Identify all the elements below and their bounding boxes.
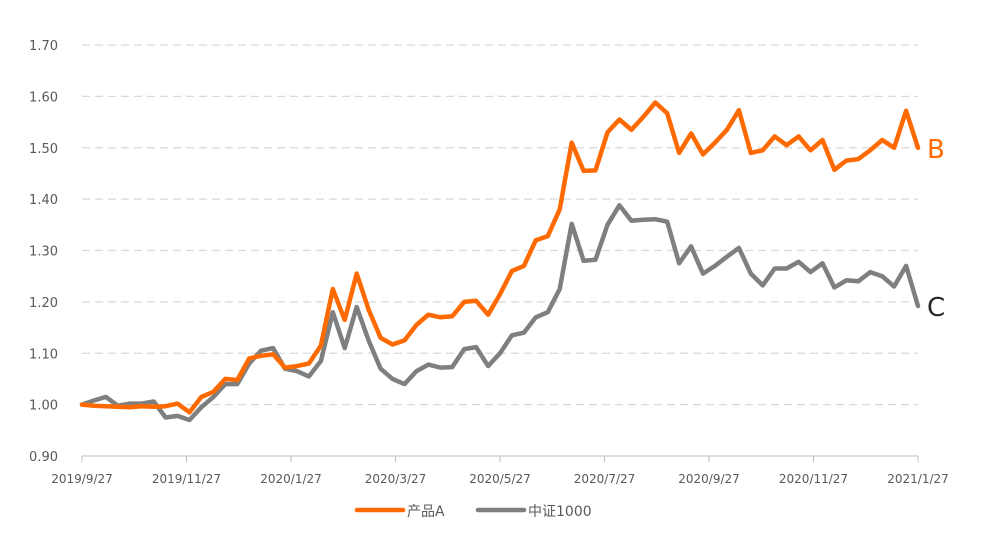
x-tick-label: 2021/1/27 xyxy=(887,472,949,486)
x-tick-label: 2020/5/27 xyxy=(469,472,531,486)
x-tick-label: 2020/7/27 xyxy=(574,472,636,486)
y-tick-label: 1.00 xyxy=(29,399,58,414)
y-tick-label: 1.40 xyxy=(29,193,58,208)
x-tick-label: 2020/1/27 xyxy=(260,472,322,486)
x-tick-label: 2019/9/27 xyxy=(51,472,113,486)
series-end-label: B xyxy=(927,135,945,165)
series-line xyxy=(79,100,921,415)
labels: 0.90 1.00 1.10 1.20 1.30 1.40 1.50 1.60 1.70 2019… xyxy=(29,39,949,486)
series-lines xyxy=(79,100,921,423)
y-tick-label: 1.70 xyxy=(29,39,58,54)
y-tick-label: 1.10 xyxy=(29,347,58,362)
x-tick-label: 2020/11/27 xyxy=(779,472,848,486)
x-tick-label: 2019/11/27 xyxy=(152,472,221,486)
axes xyxy=(81,455,919,462)
y-tick-label: 1.20 xyxy=(29,296,58,311)
legend: 产品A 中证1000 xyxy=(354,504,592,520)
y-tick-label: 1.30 xyxy=(29,245,58,260)
x-tick-label: 2020/3/27 xyxy=(365,472,427,486)
legend-label: 产品A xyxy=(407,504,445,520)
legend-label: 中证1000 xyxy=(528,504,592,520)
series-end-label: C xyxy=(927,293,945,323)
y-tick-label: 1.60 xyxy=(29,90,58,105)
series-line xyxy=(79,203,921,423)
x-tick-label: 2020/9/27 xyxy=(678,472,740,486)
y-tick-label: 1.50 xyxy=(29,142,58,157)
y-tick-label: 0.90 xyxy=(29,450,58,465)
